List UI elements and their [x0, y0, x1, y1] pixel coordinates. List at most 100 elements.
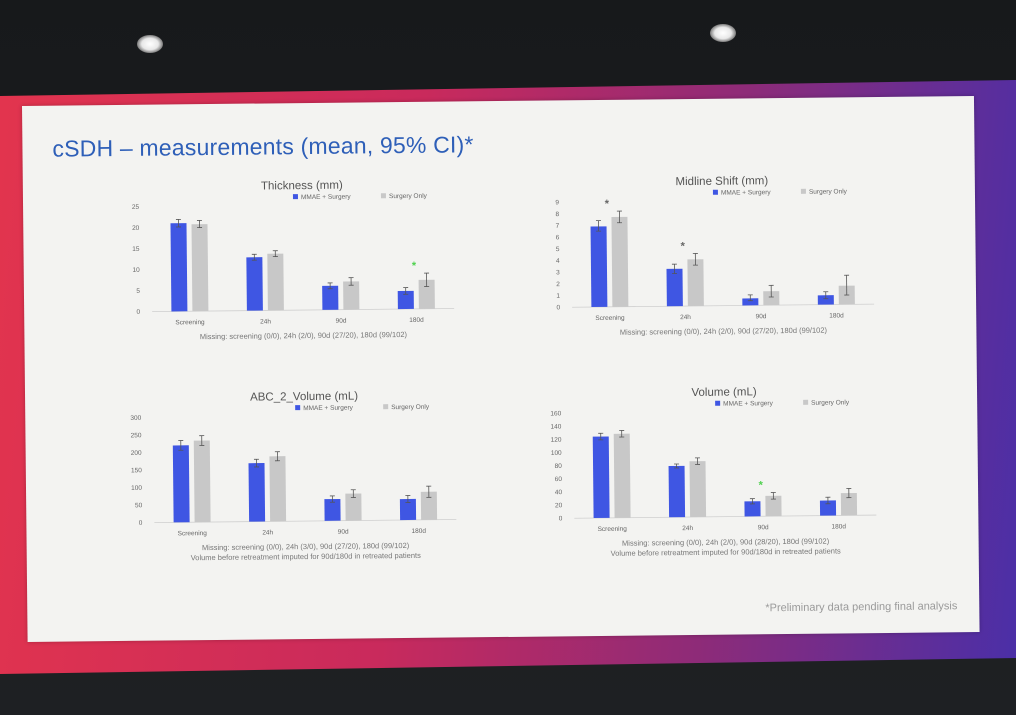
legend-label: Surgery Only: [811, 399, 850, 406]
slide: cSDH – measurements (mean, 95% CI)* Thic…: [22, 96, 980, 642]
significance-marker: *: [681, 241, 686, 253]
bar: [345, 493, 362, 521]
chart-svg: Volume (mL) 0 20 40 60 80 100 120 140 160 MMAE + S…: [550, 386, 877, 558]
bar: [324, 498, 341, 521]
y-tick-label: 20: [132, 225, 140, 232]
category-label: 24h: [682, 525, 693, 532]
y-tick-label: 1: [556, 293, 560, 300]
y-tick-label: 9: [555, 199, 559, 206]
category-label: 24h: [680, 314, 691, 321]
significance-marker: *: [605, 198, 610, 210]
bar: [742, 298, 759, 306]
bar: [418, 279, 435, 309]
chart-note: Volume before retreatment imputed for 90…: [191, 551, 421, 562]
legend-label: Surgery Only: [389, 193, 428, 200]
y-tick-label: 0: [139, 520, 143, 527]
bar: [590, 226, 608, 308]
y-tick-label: 250: [131, 432, 142, 439]
y-tick-label: 5: [136, 288, 140, 295]
chart-title: ABC_2_Volume (mL): [250, 390, 358, 403]
chart-note: Missing: screening (0/0), 24h (2/0), 90d…: [620, 326, 828, 337]
legend-swatch: [380, 193, 386, 199]
bar: [248, 463, 266, 522]
bar: [420, 491, 438, 520]
y-tick-label: 5: [556, 246, 560, 253]
chart-title: Midline Shift (mm): [675, 175, 768, 188]
y-tick-label: 0: [556, 304, 560, 311]
bar: [191, 224, 209, 312]
y-tick-label: 0: [559, 515, 563, 522]
y-tick-label: 4: [556, 258, 560, 265]
legend-label: Surgery Only: [391, 404, 430, 411]
category-label: 24h: [262, 529, 273, 536]
y-tick-label: 160: [550, 410, 561, 417]
significance-marker: *: [759, 480, 764, 492]
bar: [592, 436, 610, 519]
y-tick-label: 3: [556, 269, 560, 276]
chart-note: Volume before retreatment imputed for 90…: [611, 546, 841, 557]
ceiling-light-right: [710, 24, 736, 42]
chart-svg: Midline Shift (mm) 0 1 2 3 4 5 6 7 8 9 MMAE + Surge…: [555, 175, 875, 337]
category-label: Screening: [595, 315, 625, 322]
bar: [611, 216, 629, 307]
category-label: Screening: [598, 526, 628, 533]
category-label: 180d: [829, 312, 844, 319]
chart-midline-shift: Midline Shift (mm) 0 1 2 3 4 5 6 7 8 9 MMAE + Surge…: [543, 169, 895, 373]
category-label: Screening: [178, 530, 208, 537]
bar: [172, 445, 190, 523]
category-label: 90d: [758, 524, 769, 531]
chart-note: Missing: screening (0/0), 24h (2/0), 90d…: [200, 330, 408, 341]
bar: [246, 257, 263, 311]
legend-swatch: [383, 404, 389, 410]
bar: [840, 492, 858, 516]
category-label: 90d: [756, 313, 767, 320]
bar: [193, 440, 211, 523]
chart-abc2-volume: ABC_2_Volume (mL) 0 50 100 150 200 250 300 MMAE …: [125, 384, 477, 588]
y-tick-label: 15: [132, 246, 140, 253]
bar: [763, 291, 780, 306]
category-label: 180d: [409, 317, 424, 324]
significance-marker: *: [412, 260, 417, 272]
y-tick-label: 300: [130, 415, 141, 422]
bar: [765, 495, 782, 517]
chart-note: Missing: screening (0/0), 24h (3/0), 90d…: [202, 541, 410, 552]
legend-label: MMAE + Surgery: [303, 405, 353, 413]
bar: [343, 281, 360, 310]
legend-swatch: [712, 189, 718, 195]
y-tick-label: 80: [555, 463, 563, 470]
legend-label: Surgery Only: [809, 188, 848, 195]
category-label: 180d: [411, 528, 426, 535]
y-tick-label: 150: [131, 467, 142, 474]
y-tick-label: 6: [556, 234, 560, 241]
y-tick-label: 25: [132, 204, 140, 211]
slide-title: cSDH – measurements (mean, 95% CI)*: [52, 131, 474, 162]
footnote: *Preliminary data pending final analysis: [765, 600, 958, 615]
ceiling-light-left: [137, 35, 163, 53]
y-tick-label: 200: [131, 450, 142, 457]
bar: [170, 223, 188, 312]
legend-swatch: [715, 400, 721, 406]
legend-swatch: [803, 399, 809, 405]
bar: [267, 253, 284, 311]
chart-title: Volume (mL): [691, 386, 756, 399]
chart-thickness: Thickness (mm) 0 5 10 15 20 25 MMAE + Surgery Su…: [123, 173, 475, 377]
bar: [744, 501, 761, 517]
y-tick-label: 7: [556, 223, 560, 230]
category-label: 24h: [260, 318, 271, 325]
y-tick-label: 8: [556, 211, 560, 218]
category-label: Screening: [175, 319, 205, 326]
legend-label: MMAE + Surgery: [723, 400, 773, 408]
category-label: 90d: [336, 318, 347, 325]
y-tick-label: 20: [555, 502, 563, 509]
y-tick-label: 100: [551, 450, 562, 457]
bar: [322, 285, 339, 310]
bar: [269, 456, 287, 522]
bar: [687, 259, 704, 307]
y-tick-label: 2: [556, 281, 560, 288]
bar: [819, 500, 837, 516]
bar: [689, 461, 707, 518]
y-tick-label: 60: [555, 476, 563, 483]
bar: [399, 498, 417, 521]
chart-title: Thickness (mm): [261, 180, 343, 193]
category-label: 180d: [831, 523, 846, 530]
